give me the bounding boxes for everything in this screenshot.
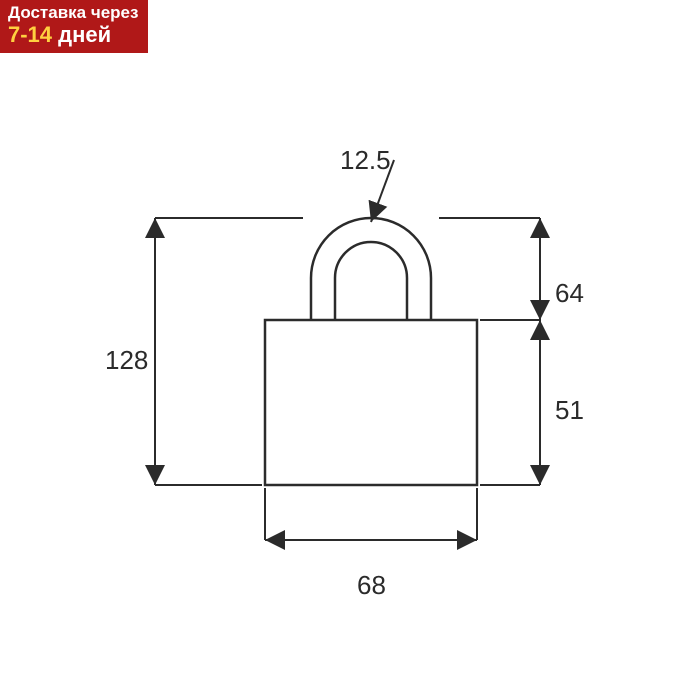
label-body-width: 68	[357, 570, 386, 601]
label-shackle-thick: 12.5	[340, 145, 391, 176]
label-body-height: 51	[555, 395, 584, 426]
label-shackle-height: 64	[555, 278, 584, 309]
label-total-height: 128	[105, 345, 148, 376]
